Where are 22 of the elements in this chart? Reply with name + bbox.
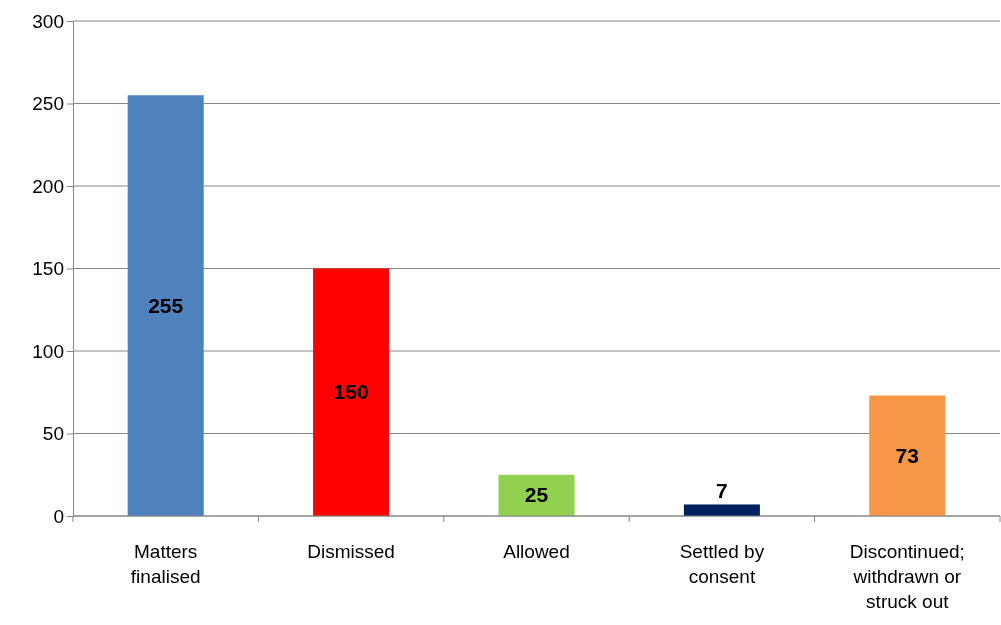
data-label: 7 [716,479,728,503]
bar [683,504,760,516]
data-label: 150 [333,380,369,404]
data-label: 25 [524,483,549,507]
x-tick-label: Matters finalised [130,541,201,587]
x-tick-label: Settled by consent [679,541,765,587]
bar [869,395,946,516]
y-tick-label: 250 [32,93,64,115]
y-tick-label: 150 [32,258,64,280]
bar [498,474,575,516]
x-tick-label: Dismissed [307,541,395,562]
y-tick-label: 50 [42,423,64,445]
bar [313,268,390,516]
data-label: 255 [148,293,184,317]
y-tick-label: 300 [32,10,64,32]
y-tick-label: 100 [32,340,64,362]
x-tick-label: Discontinued; withdrawn or struck out [849,541,965,612]
data-label: 73 [895,443,919,467]
y-tick-label: 200 [32,175,64,197]
x-tick-label: Allowed [503,541,570,562]
y-tick-label: 0 [53,505,64,527]
bar [127,95,204,516]
